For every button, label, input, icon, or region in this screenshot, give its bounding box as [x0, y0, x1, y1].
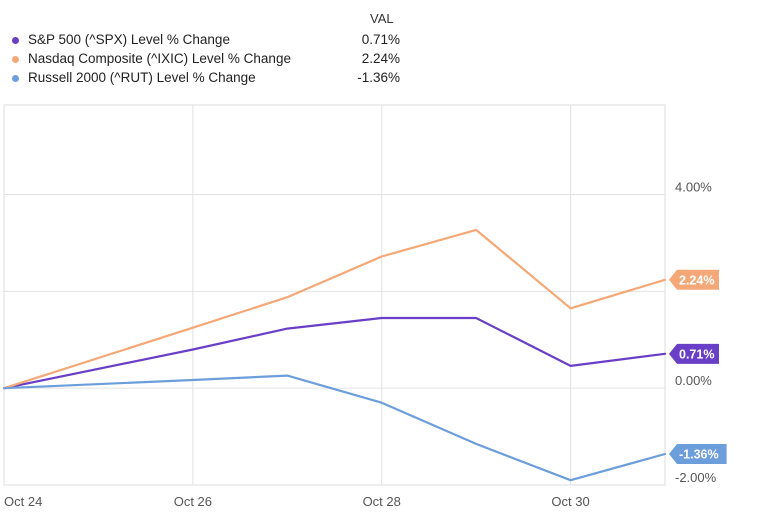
end-label-tag — [669, 343, 719, 364]
end-value-label: 0.71% — [679, 347, 714, 361]
chart-ticks: Oct 24 Oct 26 Oct 28 Oct 30 4.00% 0.00% -2.00% — [4, 180, 717, 509]
legend-dot-icon — [12, 56, 19, 63]
chart-grid — [3, 104, 666, 486]
legend-series-value: -1.36% — [357, 70, 400, 85]
y-tick-label: 0.00% — [675, 373, 712, 388]
end-value-label: -1.36% — [679, 448, 719, 462]
legend-dot-icon — [12, 75, 19, 82]
x-tick-label: Oct 30 — [551, 494, 589, 509]
end-value-label: 2.24% — [679, 273, 714, 287]
legend-dot-icon — [12, 37, 19, 44]
plot-frame — [3, 104, 666, 486]
series-line-1 — [2, 228, 667, 390]
legend-item-ixic[interactable]: Nasdaq Composite (^IXIC) Level % Change … — [10, 51, 410, 69]
series-line-0 — [2, 316, 667, 390]
legend-series-name: Nasdaq Composite (^IXIC) Level % Change — [28, 51, 291, 66]
y-tick-label: -2.00% — [675, 470, 717, 485]
y-tick-label: 4.00% — [675, 180, 712, 195]
chart-lines — [2, 228, 667, 482]
x-tick-label: Oct 26 — [174, 494, 212, 509]
legend-item-rut[interactable]: Russell 2000 (^RUT) Level % Change -1.36… — [10, 70, 410, 88]
x-tick-label: Oct 28 — [363, 494, 401, 509]
legend-value-header: VAL — [370, 11, 394, 26]
legend-series-value: 2.24% — [361, 51, 400, 66]
x-tick-label: Oct 24 — [4, 494, 42, 509]
legend-series-name: Russell 2000 (^RUT) Level % Change — [28, 70, 256, 85]
end-label-tag — [669, 269, 719, 290]
legend-series-value: 0.71% — [361, 32, 400, 47]
series-line-2 — [2, 374, 667, 482]
legend-series-name: S&P 500 (^SPX) Level % Change — [28, 32, 230, 47]
end-label-tag — [669, 444, 727, 465]
chart-end-labels: 0.71% 2.24% -1.36% — [669, 269, 727, 465]
legend-item-spx[interactable]: S&P 500 (^SPX) Level % Change 0.71% — [10, 32, 410, 50]
